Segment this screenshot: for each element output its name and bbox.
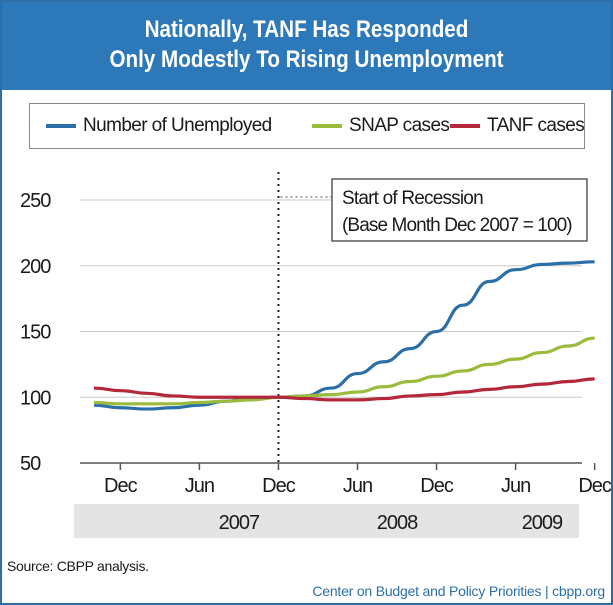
legend-label-unemployed: Number of Unemployed	[83, 115, 272, 136]
chart-title-line-2: Only Modestly To Rising Unemployment	[109, 46, 504, 73]
x-tick-label: Dec	[578, 475, 611, 497]
legend-swatch-tanf	[450, 124, 480, 128]
series-line-snap	[93, 336, 595, 406]
title-band: Nationally, TANF Has Responded Only Mode…	[2, 2, 611, 90]
annotation-box	[331, 178, 588, 242]
footer-credit: Center on Budget and Policy Priorities |…	[312, 583, 605, 599]
legend-swatch-snap	[312, 124, 342, 128]
x-tick-label: Jun	[501, 475, 530, 497]
annotation-line-2: (Base Month Dec 2007 = 100)	[342, 215, 572, 236]
year-label-2007: 2007	[219, 512, 260, 534]
x-tick-label: Dec	[262, 475, 296, 497]
year-label-2009: 2009	[522, 512, 563, 534]
legend-label-tanf: TANF cases	[487, 115, 585, 136]
year-label-2008: 2008	[377, 512, 418, 534]
y-tick-label-100: 100	[20, 387, 51, 409]
legend-item-unemployed: Number of Unemployed	[46, 104, 272, 148]
annotation-line-1: Start of Recession	[342, 188, 483, 209]
legend: Number of Unemployed SNAP cases TANF cas…	[29, 103, 585, 149]
y-tick-label-200: 200	[20, 256, 51, 278]
year-band	[74, 504, 579, 538]
legend-item-snap: SNAP cases	[312, 104, 450, 148]
y-tick-label-150: 150	[20, 322, 51, 344]
legend-item-tanf: TANF cases	[450, 104, 585, 148]
legend-swatch-unemployed	[46, 124, 76, 128]
x-tick-label: Dec	[104, 475, 138, 497]
legend-label-snap: SNAP cases	[349, 115, 450, 136]
chart-title-line-1: Nationally, TANF Has Responded	[144, 16, 469, 43]
source-note: Source: CBPP analysis.	[7, 558, 149, 574]
x-tick-label: Jun	[343, 475, 372, 497]
y-tick-label-50: 50	[20, 453, 41, 475]
series-line-unemployed	[93, 260, 595, 411]
x-tick-label: Jun	[185, 475, 214, 497]
x-tick-label: Dec	[420, 475, 454, 497]
series-line-tanf	[93, 377, 595, 402]
y-tick-label-250: 250	[20, 190, 51, 212]
